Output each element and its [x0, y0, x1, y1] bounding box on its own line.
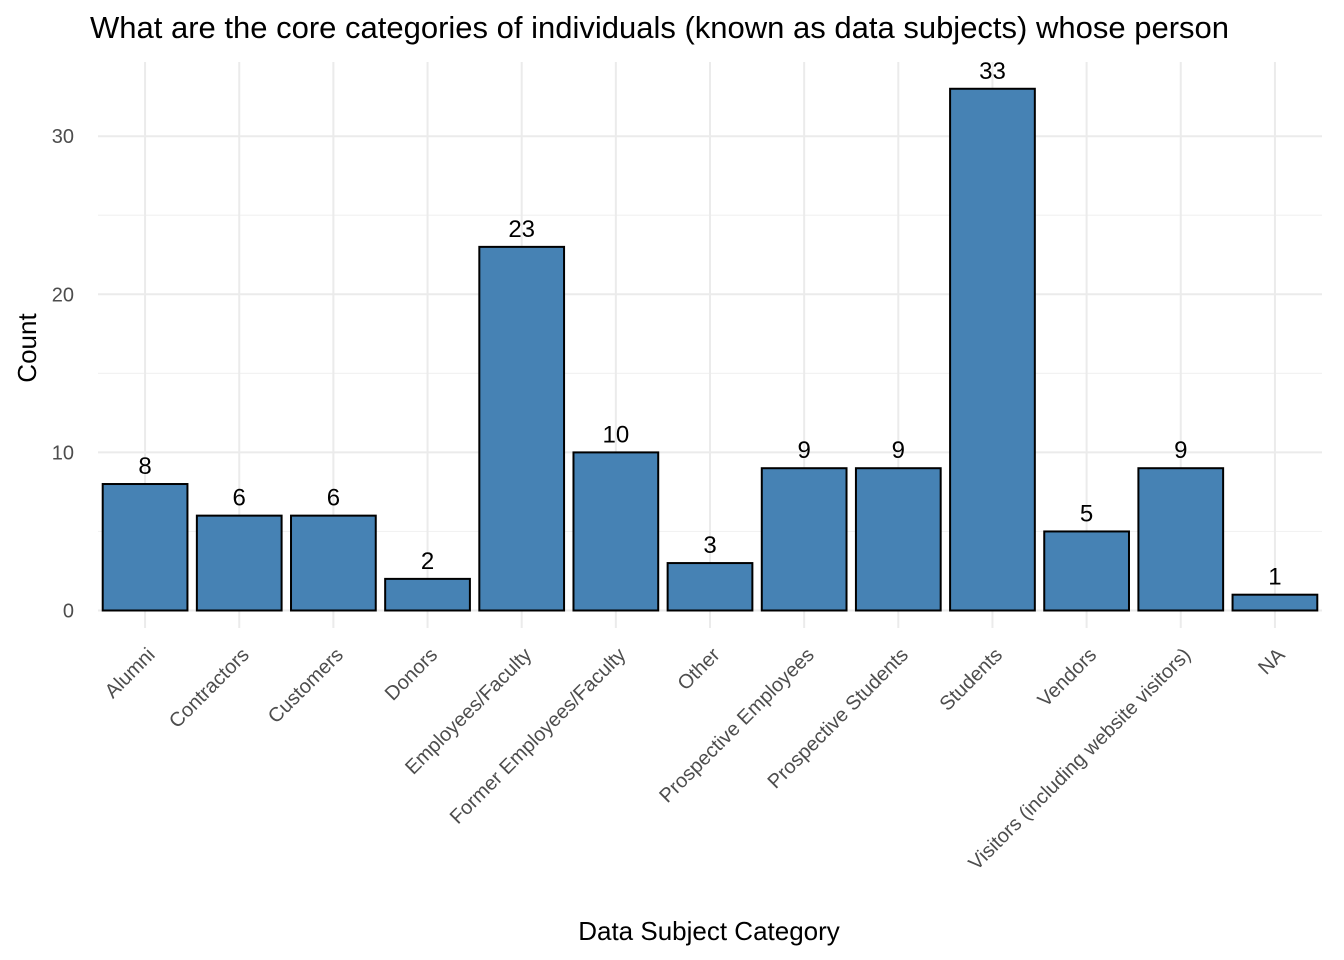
bar-value-label: 33: [979, 58, 1006, 85]
x-tick-label: Donors: [381, 644, 442, 705]
data-labels: 8 6 6 2 23 10 3 9 9 33 5 9 1: [138, 58, 1281, 591]
bar: [195, 514, 283, 612]
x-tick-label: Alumni: [101, 644, 160, 703]
y-tick-label: 30: [52, 126, 74, 148]
bar: [1137, 467, 1225, 612]
bar-value-label: 23: [508, 216, 535, 243]
x-tick-label: Vendors: [1034, 644, 1101, 711]
bar-value-label: 3: [703, 532, 716, 559]
y-tick-label: 0: [63, 601, 74, 623]
bars: [101, 87, 1319, 612]
x-tick-label: Prospective Employees: [655, 644, 818, 807]
bar-value-label: 6: [327, 485, 340, 512]
bar-value-label: 9: [797, 437, 810, 464]
x-tick-label: Former Employees/Faculty: [446, 644, 631, 829]
bar: [1043, 530, 1130, 612]
chart-title: What are the core categories of individu…: [90, 10, 1229, 45]
bar: [384, 577, 471, 612]
bar-value-label: 9: [892, 437, 905, 464]
x-tick-label: Students: [936, 644, 1007, 715]
bar: [1231, 593, 1319, 612]
bar-value-label: 9: [1174, 437, 1187, 464]
y-tick-label: 20: [52, 284, 74, 306]
bar-value-label: 2: [421, 548, 434, 575]
bar: [854, 467, 942, 612]
x-tick-label: Contractors: [165, 644, 254, 733]
y-tick-label: 10: [52, 442, 74, 464]
bar-value-label: 1: [1268, 564, 1281, 591]
x-tick-label: Other: [674, 644, 725, 695]
bar: [572, 451, 660, 612]
x-tick-label: NA: [1254, 644, 1290, 680]
bar: [101, 483, 189, 612]
x-axis-title: Data Subject Category: [578, 916, 840, 946]
bar-value-label: 6: [233, 485, 246, 512]
bar-value-label: 8: [138, 453, 151, 480]
y-axis-ticks: 0 10 20 30: [52, 126, 74, 622]
bar: [478, 245, 566, 612]
x-axis-ticks: Alumni Contractors Customers DonorsEmployee…: [101, 644, 1290, 875]
bar: [290, 514, 377, 612]
bar: [949, 87, 1036, 612]
bar: [666, 562, 754, 612]
bar-value-label: 5: [1080, 500, 1093, 527]
bar: [760, 467, 848, 612]
y-axis-title: Count: [12, 313, 42, 383]
bar-value-label: 10: [602, 421, 629, 448]
x-tick-label: Customers: [264, 644, 348, 728]
